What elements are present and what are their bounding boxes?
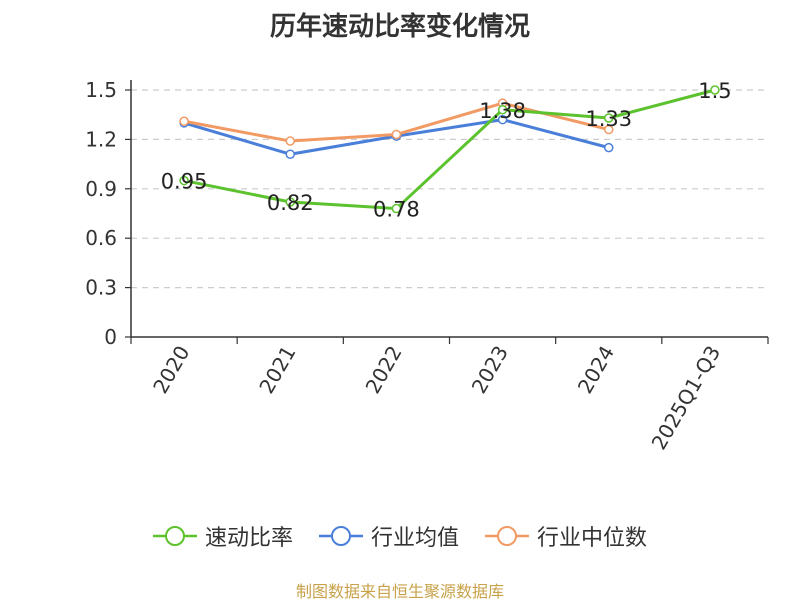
x-tick-label: 2023 (467, 342, 513, 398)
legend-marker (497, 526, 517, 546)
data-point (604, 124, 614, 135)
data-label: 0.78 (373, 198, 420, 222)
data-point (497, 105, 508, 115)
y-tick-label: 0 (104, 325, 117, 349)
data-point (179, 116, 189, 127)
legend-label-industry-median: 行业中位数 (537, 526, 648, 551)
x-tick-label: 2020 (148, 342, 194, 398)
data-label: 0.82 (267, 191, 314, 215)
data-point (604, 142, 614, 153)
data-point (604, 113, 614, 123)
data-label: 1.33 (585, 107, 632, 131)
legend-swatch-industry-median (485, 526, 529, 546)
x-tick-label: 2022 (361, 342, 407, 398)
data-point (285, 136, 295, 146)
legend-item-quick-ratio[interactable]: 速动比率 (152, 520, 293, 552)
data-label: 1.38 (479, 99, 526, 123)
legend: 速动比率 行业均值 行业中位数 (0, 520, 800, 552)
source-note: 制图数据来自恒生聚源数据库 (295, 582, 504, 601)
x-tick-label: 2025Q1-Q3 (647, 342, 726, 454)
legend-label-industry-mean: 行业均值 (370, 526, 459, 551)
data-point (391, 129, 402, 140)
legend-marker (330, 526, 351, 546)
legend-swatch-industry-mean (318, 526, 363, 546)
data-point (710, 85, 720, 95)
y-tick-label: 0.9 (85, 177, 117, 201)
legend-item-industry-mean[interactable]: 行业均值 (318, 520, 459, 552)
y-tick-label: 1.2 (85, 127, 117, 151)
legend-item-industry-median[interactable]: 行业中位数 (485, 520, 647, 552)
legend-label-quick-ratio: 速动比率 (204, 526, 293, 551)
legend-swatch-quick-ratio (152, 526, 197, 546)
data-point (497, 114, 508, 125)
data-point (285, 149, 295, 159)
data-point (391, 203, 402, 214)
data-point (285, 197, 295, 207)
data-label: 1.5 (698, 79, 731, 103)
y-tick-label: 0.6 (85, 226, 117, 250)
x-tick-label: 2021 (254, 342, 300, 398)
legend-marker (164, 526, 185, 546)
y-tick-label: 1.5 (85, 78, 117, 102)
data-label: 0.95 (161, 170, 208, 194)
x-tick-label: 2024 (573, 342, 619, 398)
data-point (179, 175, 189, 186)
y-tick-label: 0.3 (85, 276, 117, 300)
chart-title: 历年速动比率变化情况 (269, 12, 530, 42)
series-line (183, 88, 716, 211)
